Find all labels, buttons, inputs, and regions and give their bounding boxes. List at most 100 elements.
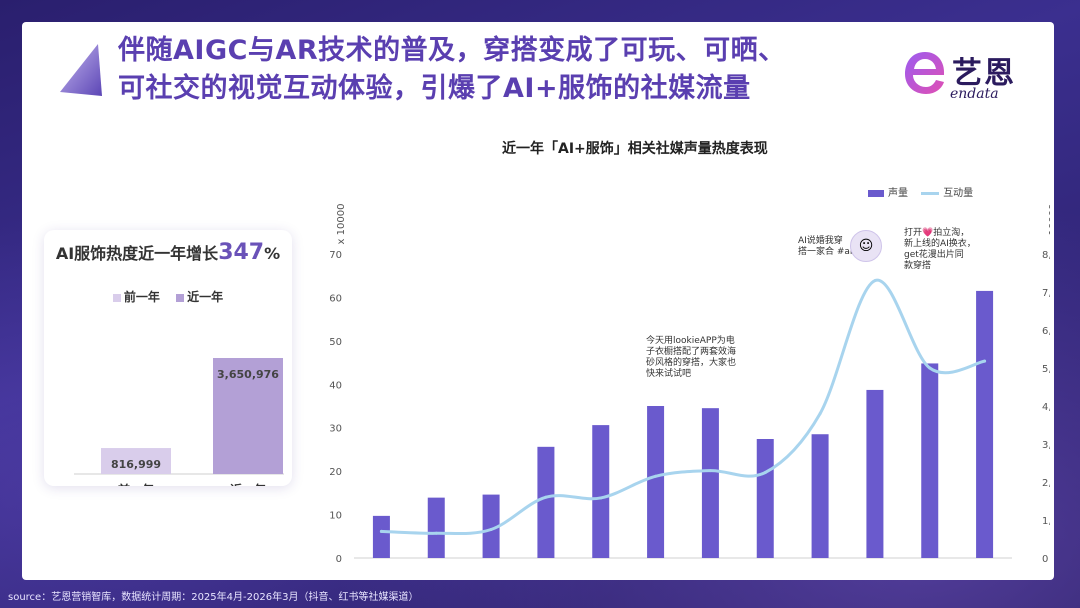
growth-unit: % [264, 244, 281, 263]
volume-bar [482, 494, 500, 558]
engagement-point [654, 474, 658, 478]
volume-bar [921, 363, 939, 558]
annotation-pailitao-line: 新上线的AI换衣， [904, 239, 976, 249]
legend-swatch-volume [868, 189, 884, 197]
volume-bar [756, 439, 774, 558]
growth-title-prefix: AI服饰热度近一年增长 [55, 244, 219, 263]
y-left-tick-label: 60 [329, 293, 342, 304]
engagement-point [599, 496, 603, 500]
y-right-tick-label: 0 [1042, 554, 1048, 565]
annotation-lookie-line: 今天用lookieAPP为电 [646, 336, 735, 346]
page-title: 伴随AIGC与AR技术的普及，穿搭变成了可玩、可晒、 可社交的视觉互动体验，引爆… [118, 32, 878, 108]
legend-item-recent: 近一年 [176, 290, 223, 304]
y-left-tick-label: 10 [329, 511, 342, 522]
comparison-bar-label: 3,650,976 [217, 368, 279, 381]
chart-legend: 声量 互动量 [868, 184, 973, 199]
x-tick-label: 2... [481, 566, 498, 572]
engagement-point [928, 366, 932, 370]
legend-label-volume: 声量 [888, 188, 908, 199]
engagement-point [544, 495, 548, 499]
x-tick-label: 2... [810, 566, 827, 572]
engagement-line [379, 278, 987, 536]
y-left-tick-label: 30 [329, 424, 342, 435]
volume-bar [592, 425, 610, 558]
annotation-pailitao: 打开💗拍立淘， 新上线的AI换衣， get花漫出片同 款穿搭 [904, 228, 976, 272]
endata-logo-icon [905, 52, 945, 94]
comparison-bar [101, 448, 171, 474]
headline-line-1: 伴随AIGC与AR技术的普及，穿搭变成了可玩、可晒、 [118, 35, 786, 66]
y-left-tick-label: 40 [329, 380, 342, 391]
engagement-point [489, 528, 493, 531]
growth-title: AI服饰热度近一年增长347% [44, 240, 292, 265]
comparison-category-label: 前一年 [118, 482, 154, 486]
comparison-category-label: 近一年 [230, 482, 266, 486]
y-left-axis-label: x 10000 [336, 204, 347, 245]
legend-swatch-engagement [921, 191, 940, 195]
annotation-lookie: 今天用lookieAPP为电 子衣橱搭配了两套效海 砂风格的穿搭，大家也 快来试… [646, 336, 736, 380]
engagement-point [818, 412, 822, 416]
x-tick-label: 2... [701, 566, 718, 572]
volume-bar [537, 446, 555, 558]
y-left-tick-label: 0 [336, 554, 342, 565]
growth-value: 347 [218, 240, 265, 265]
volume-bar [372, 515, 390, 558]
influencer-avatar-icon: ☺ [850, 230, 882, 262]
y-right-tick-label: 2,000 [1042, 478, 1050, 489]
volume-bar [427, 497, 445, 558]
annotation-ai-outfit-line: 搭一家合 #ai [798, 247, 853, 257]
volume-bar [866, 389, 884, 558]
x-tick-label: 2... [975, 566, 992, 572]
legend-label-prev: 前一年 [123, 290, 160, 304]
main-combo-chart: 0 10 20 30 40 50 60 70 0 1,000 2,000 3,000 4,000 5,00… [329, 204, 1050, 572]
volume-bar [976, 290, 994, 558]
annotation-pailitao-line: 打开💗拍立淘， [904, 228, 970, 238]
annotation-ai-outfit-line: AI说婚我穿 [798, 236, 843, 246]
comparison-bar-chart: 816,999 前一年 3,650,976 近一年 [74, 358, 284, 486]
legend-swatch-recent [176, 293, 185, 302]
logo-chinese-text: 艺恩 [952, 56, 1016, 91]
x-tick-label: 2... [536, 566, 553, 572]
logo-english-text: endata [950, 86, 999, 102]
x-tick-label: 2... [591, 566, 608, 572]
brand-logo: 艺恩 endata [902, 44, 1042, 104]
legend-swatch-prev [112, 293, 121, 302]
engagement-point [708, 469, 712, 473]
legend-label-recent: 近一年 [187, 290, 224, 304]
y-left-tick-label: 70 [329, 250, 342, 261]
y-right-tick-label: 5,000 [1042, 364, 1050, 375]
decorative-triangle-icon [60, 44, 102, 96]
growth-summary-card: AI服饰热度近一年增长347% 前一年 近一年 816,999 前一年 3,650,… [44, 230, 292, 486]
engagement-point [763, 471, 767, 474]
chart-title: 近一年「AI+服饰」相关社媒声量热度表现 [502, 141, 768, 157]
slide-panel: 伴随AIGC与AR技术的普及，穿搭变成了可玩、可晒、 可社交的视觉互动体验，引爆… [22, 22, 1054, 580]
volume-bar [647, 406, 665, 558]
annotation-ai-outfit: AI说婚我穿 搭一家合 #ai [798, 236, 852, 258]
x-tick-label: 2... [427, 566, 444, 572]
y-left-tick-label: 20 [329, 467, 342, 478]
y-right-tick-label: 3,000 [1042, 440, 1050, 451]
y-right-axis-label: x 10000 [1048, 204, 1050, 245]
annotation-lookie-line: 砂风格的穿搭，大家也 [646, 358, 737, 368]
engagement-point [379, 529, 383, 533]
engagement-point [983, 359, 987, 363]
x-tick-label: 2... [756, 566, 773, 572]
legend-item-prev: 前一年 [112, 290, 160, 304]
engagement-point [873, 279, 877, 283]
y-right-tick-label: 7,000 [1042, 288, 1050, 299]
x-tick-label: 2... [920, 566, 937, 572]
headline-line-2: 可社交的视觉互动体验，引爆了AI+服饰的社媒流量 [118, 73, 751, 104]
source-footnote: source：艺恩营销智库，数据统计周期：2025年4月-2026年3月（抖音、… [8, 592, 419, 603]
annotation-lookie-line: 子衣橱搭配了两套效海 [646, 347, 737, 357]
volume-bar [701, 408, 719, 558]
legend-label-engagement: 互动量 [943, 188, 974, 199]
annotation-lookie-line: 快来试试吧 [646, 369, 692, 379]
y-right-tick-label: 4,000 [1042, 402, 1050, 413]
y-left-tick-label: 50 [329, 337, 342, 348]
annotation-pailitao-line: get花漫出片同 [904, 250, 964, 260]
x-tick-label: 2... [865, 566, 882, 572]
comparison-bar-label: 816,999 [111, 458, 161, 471]
x-tick-label: 2... [646, 566, 663, 572]
comparison-legend: 前一年 近一年 [44, 288, 292, 305]
y-right-tick-label: 6,000 [1042, 326, 1050, 337]
y-right-tick-label: 8,000 [1042, 250, 1050, 261]
